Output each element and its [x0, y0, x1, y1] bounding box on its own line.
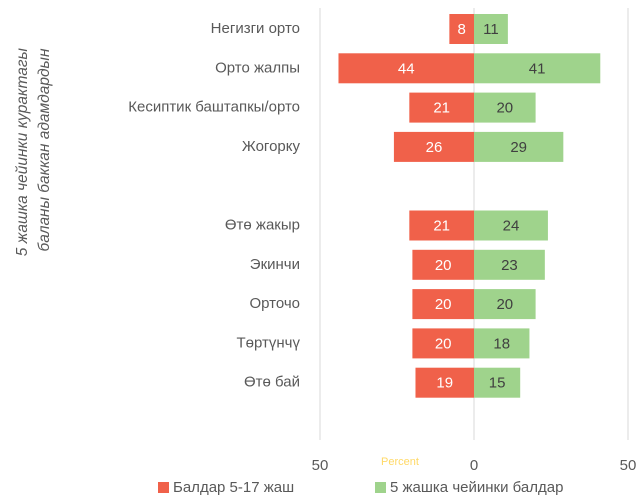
y-axis-title: 5 жашка чейинки курактагы баланы баккан … — [14, 44, 53, 257]
category-label: Кесиптик баштапкы/орто — [128, 99, 300, 116]
bar — [415, 367, 474, 398]
data-label: 20 — [435, 335, 452, 352]
bar — [412, 249, 474, 280]
data-label: 24 — [503, 217, 520, 234]
category-label: Төртүнчү — [237, 334, 301, 351]
legend-swatch — [375, 482, 386, 493]
legend-swatch — [158, 482, 169, 493]
bar — [409, 210, 474, 241]
bar — [393, 131, 474, 162]
bar — [474, 367, 521, 398]
bar — [474, 328, 530, 359]
category-label: Өтө бай — [244, 374, 300, 391]
bar — [474, 131, 564, 162]
data-label: 20 — [435, 296, 452, 313]
category-label: Өтө жакыр — [225, 216, 300, 233]
y-axis-title-line: 5 жашка чейинки курактагы — [14, 47, 31, 256]
x-tick-label: 50 — [312, 457, 329, 474]
x-axis-title: Percent — [381, 456, 419, 468]
bar — [474, 210, 548, 241]
data-label: 20 — [435, 257, 452, 274]
bar — [449, 14, 474, 44]
data-label: 20 — [496, 296, 513, 313]
data-label: 15 — [489, 375, 506, 392]
bar — [474, 14, 508, 44]
data-label: 21 — [433, 217, 450, 234]
data-label: 23 — [501, 257, 518, 274]
bar — [474, 92, 536, 123]
y-axis-title-line: баланы баккан адамдардын — [36, 48, 53, 251]
bar — [409, 92, 474, 123]
category-label: Экинчи — [250, 256, 300, 273]
data-label: 29 — [510, 139, 527, 156]
legend-label: Балдар 5-17 жаш — [173, 479, 294, 496]
data-label: 19 — [436, 375, 453, 392]
category-label: Орточо — [249, 295, 300, 312]
data-label: 26 — [426, 139, 443, 156]
data-label: 8 — [458, 21, 466, 38]
x-tick-label: 50 — [620, 457, 637, 474]
category-label: Негизги орто — [211, 20, 300, 37]
bar — [412, 289, 474, 320]
data-label: 44 — [398, 60, 415, 77]
bar — [338, 53, 474, 84]
category-label: Жогорку — [242, 138, 301, 155]
bar — [474, 53, 601, 84]
data-label: 11 — [483, 21, 499, 38]
category-label: Орто жалпы — [215, 59, 300, 76]
data-label: 21 — [433, 100, 450, 117]
legend-label: 5 жашка чейинки балдар — [390, 479, 563, 496]
data-label: 18 — [493, 335, 510, 352]
data-label: 41 — [529, 60, 546, 77]
bar — [474, 289, 536, 320]
bar — [412, 328, 474, 359]
data-label: 20 — [496, 100, 513, 117]
bar — [474, 249, 545, 280]
x-tick-label: 0 — [470, 457, 478, 474]
